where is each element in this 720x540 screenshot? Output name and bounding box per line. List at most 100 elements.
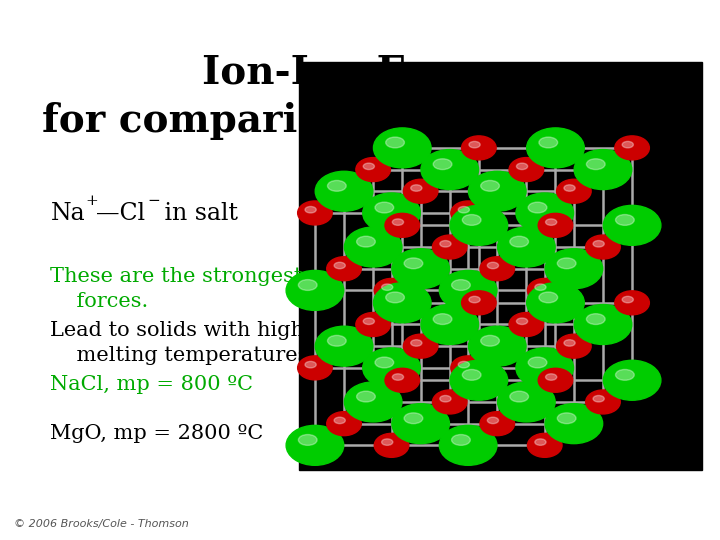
Ellipse shape [374,433,409,457]
Text: in salt: in salt [157,202,238,225]
Text: These are the strongest
    forces.: These are the strongest forces. [50,267,303,311]
Ellipse shape [458,361,469,368]
Ellipse shape [385,368,420,392]
Ellipse shape [469,171,526,211]
Text: −: − [148,194,161,208]
Ellipse shape [516,163,528,170]
Ellipse shape [462,369,481,380]
Ellipse shape [305,206,316,213]
Ellipse shape [439,426,497,465]
Ellipse shape [450,360,508,400]
Ellipse shape [433,390,467,414]
Ellipse shape [440,395,451,402]
Ellipse shape [574,150,631,190]
Ellipse shape [528,433,562,457]
Ellipse shape [421,150,479,190]
Ellipse shape [356,313,390,336]
Ellipse shape [539,292,557,303]
Ellipse shape [615,136,649,160]
Ellipse shape [328,180,346,191]
Ellipse shape [386,292,405,303]
Ellipse shape [487,417,498,424]
Ellipse shape [528,357,547,368]
Ellipse shape [585,390,620,414]
Ellipse shape [297,201,332,225]
Ellipse shape [586,159,605,170]
Ellipse shape [509,313,544,336]
Ellipse shape [603,360,661,400]
Text: +: + [85,194,98,208]
Ellipse shape [593,240,604,247]
Ellipse shape [451,201,485,225]
Text: Na: Na [50,202,85,225]
Ellipse shape [603,205,661,245]
Ellipse shape [315,326,373,366]
Ellipse shape [450,205,508,245]
Ellipse shape [546,374,557,380]
Ellipse shape [557,179,591,203]
Ellipse shape [392,374,403,380]
Ellipse shape [451,435,470,446]
Ellipse shape [535,284,546,291]
Ellipse shape [564,185,575,191]
Ellipse shape [535,439,546,446]
Ellipse shape [374,283,431,323]
Ellipse shape [286,426,343,465]
Ellipse shape [298,280,317,291]
Ellipse shape [545,404,603,444]
Ellipse shape [539,137,557,148]
Ellipse shape [481,335,500,346]
Ellipse shape [382,439,393,446]
Ellipse shape [363,163,374,170]
Ellipse shape [375,202,394,213]
Ellipse shape [469,296,480,303]
Ellipse shape [286,271,343,310]
Ellipse shape [356,158,390,181]
Ellipse shape [546,219,557,225]
Ellipse shape [392,249,449,289]
Ellipse shape [528,279,562,302]
Ellipse shape [410,185,422,191]
Ellipse shape [433,159,452,170]
Ellipse shape [616,214,634,225]
Ellipse shape [374,128,431,168]
Ellipse shape [392,219,403,225]
Ellipse shape [305,361,316,368]
Ellipse shape [487,262,498,269]
Text: MgO, mp = 2800 ºC: MgO, mp = 2800 ºC [50,424,264,443]
Ellipse shape [328,335,346,346]
Ellipse shape [462,291,496,315]
Ellipse shape [385,213,420,238]
Ellipse shape [356,236,375,247]
Ellipse shape [557,334,591,358]
Ellipse shape [574,305,631,345]
Ellipse shape [386,137,405,148]
Ellipse shape [564,340,575,346]
Ellipse shape [410,340,422,346]
Ellipse shape [480,411,515,436]
Ellipse shape [526,128,584,168]
Text: © 2006 Brooks/Cole - Thomson: © 2006 Brooks/Cole - Thomson [14,519,189,529]
Ellipse shape [363,193,420,233]
Ellipse shape [586,314,605,325]
Ellipse shape [403,334,438,358]
Ellipse shape [334,417,346,424]
Ellipse shape [528,202,547,213]
Ellipse shape [344,382,402,422]
Ellipse shape [382,284,393,291]
Ellipse shape [297,356,332,380]
Text: Ion-Ion Forces
for comparison of magnitude: Ion-Ion Forces for comparison of magnitu… [42,54,678,139]
Ellipse shape [392,404,449,444]
Ellipse shape [516,318,528,325]
Ellipse shape [498,227,555,267]
Ellipse shape [516,193,574,233]
Ellipse shape [593,395,604,402]
Ellipse shape [615,291,649,315]
Ellipse shape [421,305,479,345]
Ellipse shape [458,206,469,213]
Ellipse shape [516,348,574,388]
Ellipse shape [404,413,423,424]
Ellipse shape [451,356,485,380]
Ellipse shape [469,326,526,366]
Text: NaCl, mp = 800 ºC: NaCl, mp = 800 ºC [50,375,253,394]
